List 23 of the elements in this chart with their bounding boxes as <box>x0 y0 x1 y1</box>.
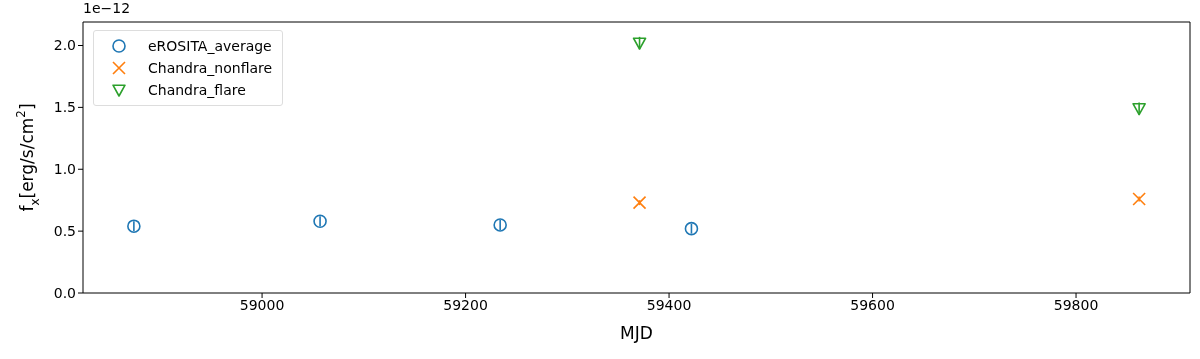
point <box>127 219 141 233</box>
point <box>632 37 647 50</box>
y-tick-label: 0.0 <box>53 284 76 301</box>
text: 1e−12 <box>83 0 131 16</box>
point <box>313 214 327 229</box>
x-tick-label: 59800 <box>1053 296 1099 313</box>
x-tick-label: 59400 <box>646 296 692 313</box>
legend-label: eROSITA_average <box>148 38 272 54</box>
point <box>1132 103 1146 116</box>
x-tick-label: 59200 <box>443 296 488 313</box>
legend-label: Chandra_flare <box>148 82 246 98</box>
legend-label: Chandra_nonflare <box>148 60 273 76</box>
x-tick-label: 59600 <box>850 296 895 313</box>
x-tick-label: 59000 <box>239 296 285 313</box>
y-tick-label: 2.0 <box>53 37 76 54</box>
y-tick-label: 1.0 <box>53 161 76 178</box>
y-tick-label: 1.5 <box>53 99 76 116</box>
point <box>684 221 699 236</box>
x-axis-title: MJD <box>620 323 653 343</box>
point <box>1132 192 1146 206</box>
point <box>493 218 507 232</box>
point <box>632 195 647 210</box>
y-tick-label: 0.5 <box>53 223 76 240</box>
